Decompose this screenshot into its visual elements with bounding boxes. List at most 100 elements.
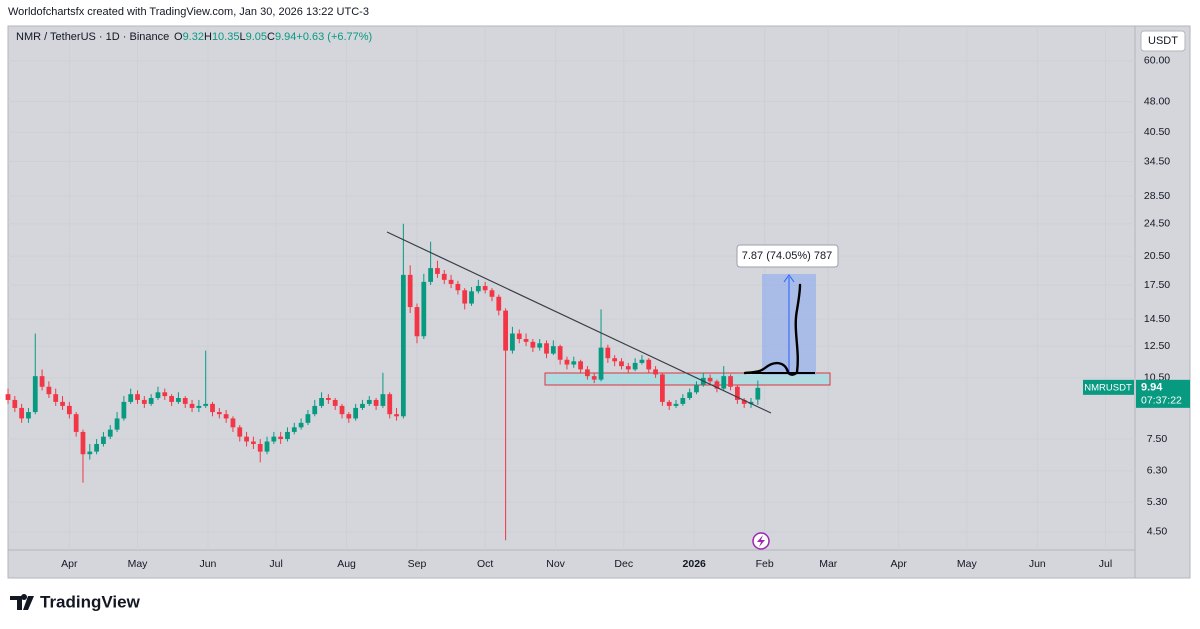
candle-body xyxy=(625,366,631,370)
candle-body xyxy=(162,392,168,397)
candle-body xyxy=(271,436,277,442)
candle-body xyxy=(571,361,577,365)
candle-body xyxy=(60,401,65,406)
candle-body xyxy=(680,397,686,404)
candle-body xyxy=(380,394,386,406)
candle-body xyxy=(660,374,665,402)
candle-body xyxy=(632,362,638,370)
candle-body xyxy=(489,290,495,297)
candle-body xyxy=(257,443,263,452)
candle-body xyxy=(694,384,699,393)
x-tick-label: Jul xyxy=(1099,558,1112,570)
candle-body xyxy=(734,386,740,400)
candle-body xyxy=(244,436,249,442)
candle-body xyxy=(339,405,345,415)
candle-body xyxy=(73,414,79,432)
candle-body xyxy=(319,397,324,406)
candle-body xyxy=(516,333,522,340)
candle-body xyxy=(646,359,652,370)
candle-body xyxy=(510,333,515,351)
candle-body xyxy=(230,418,236,428)
candle-body xyxy=(448,279,454,284)
countdown: 07:37:22 xyxy=(1141,395,1182,407)
chart-frame xyxy=(7,25,1191,579)
candle-body xyxy=(346,414,352,419)
candle-body xyxy=(496,296,502,311)
ohlc-values: O9.32H10.35L9.05C9.94+0.63 (+6.77%) xyxy=(174,31,372,43)
currency-button[interactable] xyxy=(1140,30,1186,52)
candle-body xyxy=(19,407,25,419)
y-tick-label: 28.50 xyxy=(1144,190,1170,202)
candles xyxy=(5,223,761,541)
candle-body xyxy=(721,376,727,389)
candle-body xyxy=(619,361,624,367)
candle-body xyxy=(305,414,311,423)
y-tick-label: 24.50 xyxy=(1144,218,1170,230)
x-tick-label: Jun xyxy=(199,558,216,570)
candle-body xyxy=(5,394,11,400)
y-tick-label: 34.50 xyxy=(1144,155,1170,167)
candle-body xyxy=(12,399,18,408)
y-tick-label: 40.50 xyxy=(1144,126,1170,138)
candle-body xyxy=(639,359,645,363)
candle-body xyxy=(394,414,399,417)
candle-body xyxy=(475,286,481,292)
x-tick-label: 2026 xyxy=(683,558,707,570)
candle-body xyxy=(141,399,147,404)
candle-body xyxy=(469,291,474,304)
ohlc-value: 9.05 xyxy=(246,31,267,43)
candle-body xyxy=(155,392,161,398)
candle-body xyxy=(482,286,488,291)
candle-body xyxy=(653,369,658,375)
candle-body xyxy=(741,399,747,404)
candle-body xyxy=(332,399,338,406)
candle-body xyxy=(748,401,754,404)
currency[interactable]: USDT xyxy=(1148,35,1178,47)
y-tick-label: 17.50 xyxy=(1144,279,1170,291)
y-tick-label: 4.50 xyxy=(1147,526,1168,538)
candle-body xyxy=(264,441,270,452)
candle-body xyxy=(400,274,406,417)
candle-body xyxy=(455,283,461,291)
candle-body xyxy=(414,307,420,337)
candle-body xyxy=(251,441,256,444)
y-tick-label: 5.30 xyxy=(1147,496,1168,508)
candle-body xyxy=(114,418,120,430)
y-tick-label: 7.50 xyxy=(1147,433,1168,445)
candle-body xyxy=(312,405,318,415)
x-tick-label: Jun xyxy=(1029,558,1046,570)
drawings-front: 7.87 (74.05%) 787 xyxy=(386,231,839,550)
candle-body xyxy=(435,268,440,274)
candle-body xyxy=(107,429,113,437)
ohlc-label: H xyxy=(204,31,212,43)
brand: TradingView xyxy=(40,592,141,611)
candle-body xyxy=(80,431,86,455)
x-tick-label: May xyxy=(128,558,149,570)
candle-body xyxy=(550,346,556,354)
candle-body xyxy=(87,451,93,455)
symbol: NMR / TetherUS · 1D · Binance xyxy=(16,31,169,43)
price-box xyxy=(1136,379,1190,408)
candle-body xyxy=(176,397,181,402)
candle-body xyxy=(360,403,365,408)
candle-body xyxy=(366,399,372,404)
header: Worldofchartsfx created with TradingView… xyxy=(8,6,369,18)
measure-label: 7.87 (74.05%) 787 xyxy=(742,250,833,262)
brand-logo: TradingView xyxy=(10,592,141,611)
last-price: 9.94 xyxy=(1141,382,1163,394)
candle-body xyxy=(687,392,693,398)
candle-body xyxy=(421,281,427,337)
x-tick-label: Feb xyxy=(756,558,774,570)
candle-body xyxy=(537,343,543,348)
candle-body xyxy=(285,431,290,440)
candle-body xyxy=(148,397,154,404)
candle-body xyxy=(585,369,590,377)
candle-body xyxy=(223,414,229,419)
candle-body xyxy=(598,347,604,380)
y-tick-label: 48.00 xyxy=(1144,95,1170,107)
candle-body xyxy=(441,273,447,280)
x-tick-label: Apr xyxy=(891,558,908,570)
candle-body xyxy=(714,381,720,389)
